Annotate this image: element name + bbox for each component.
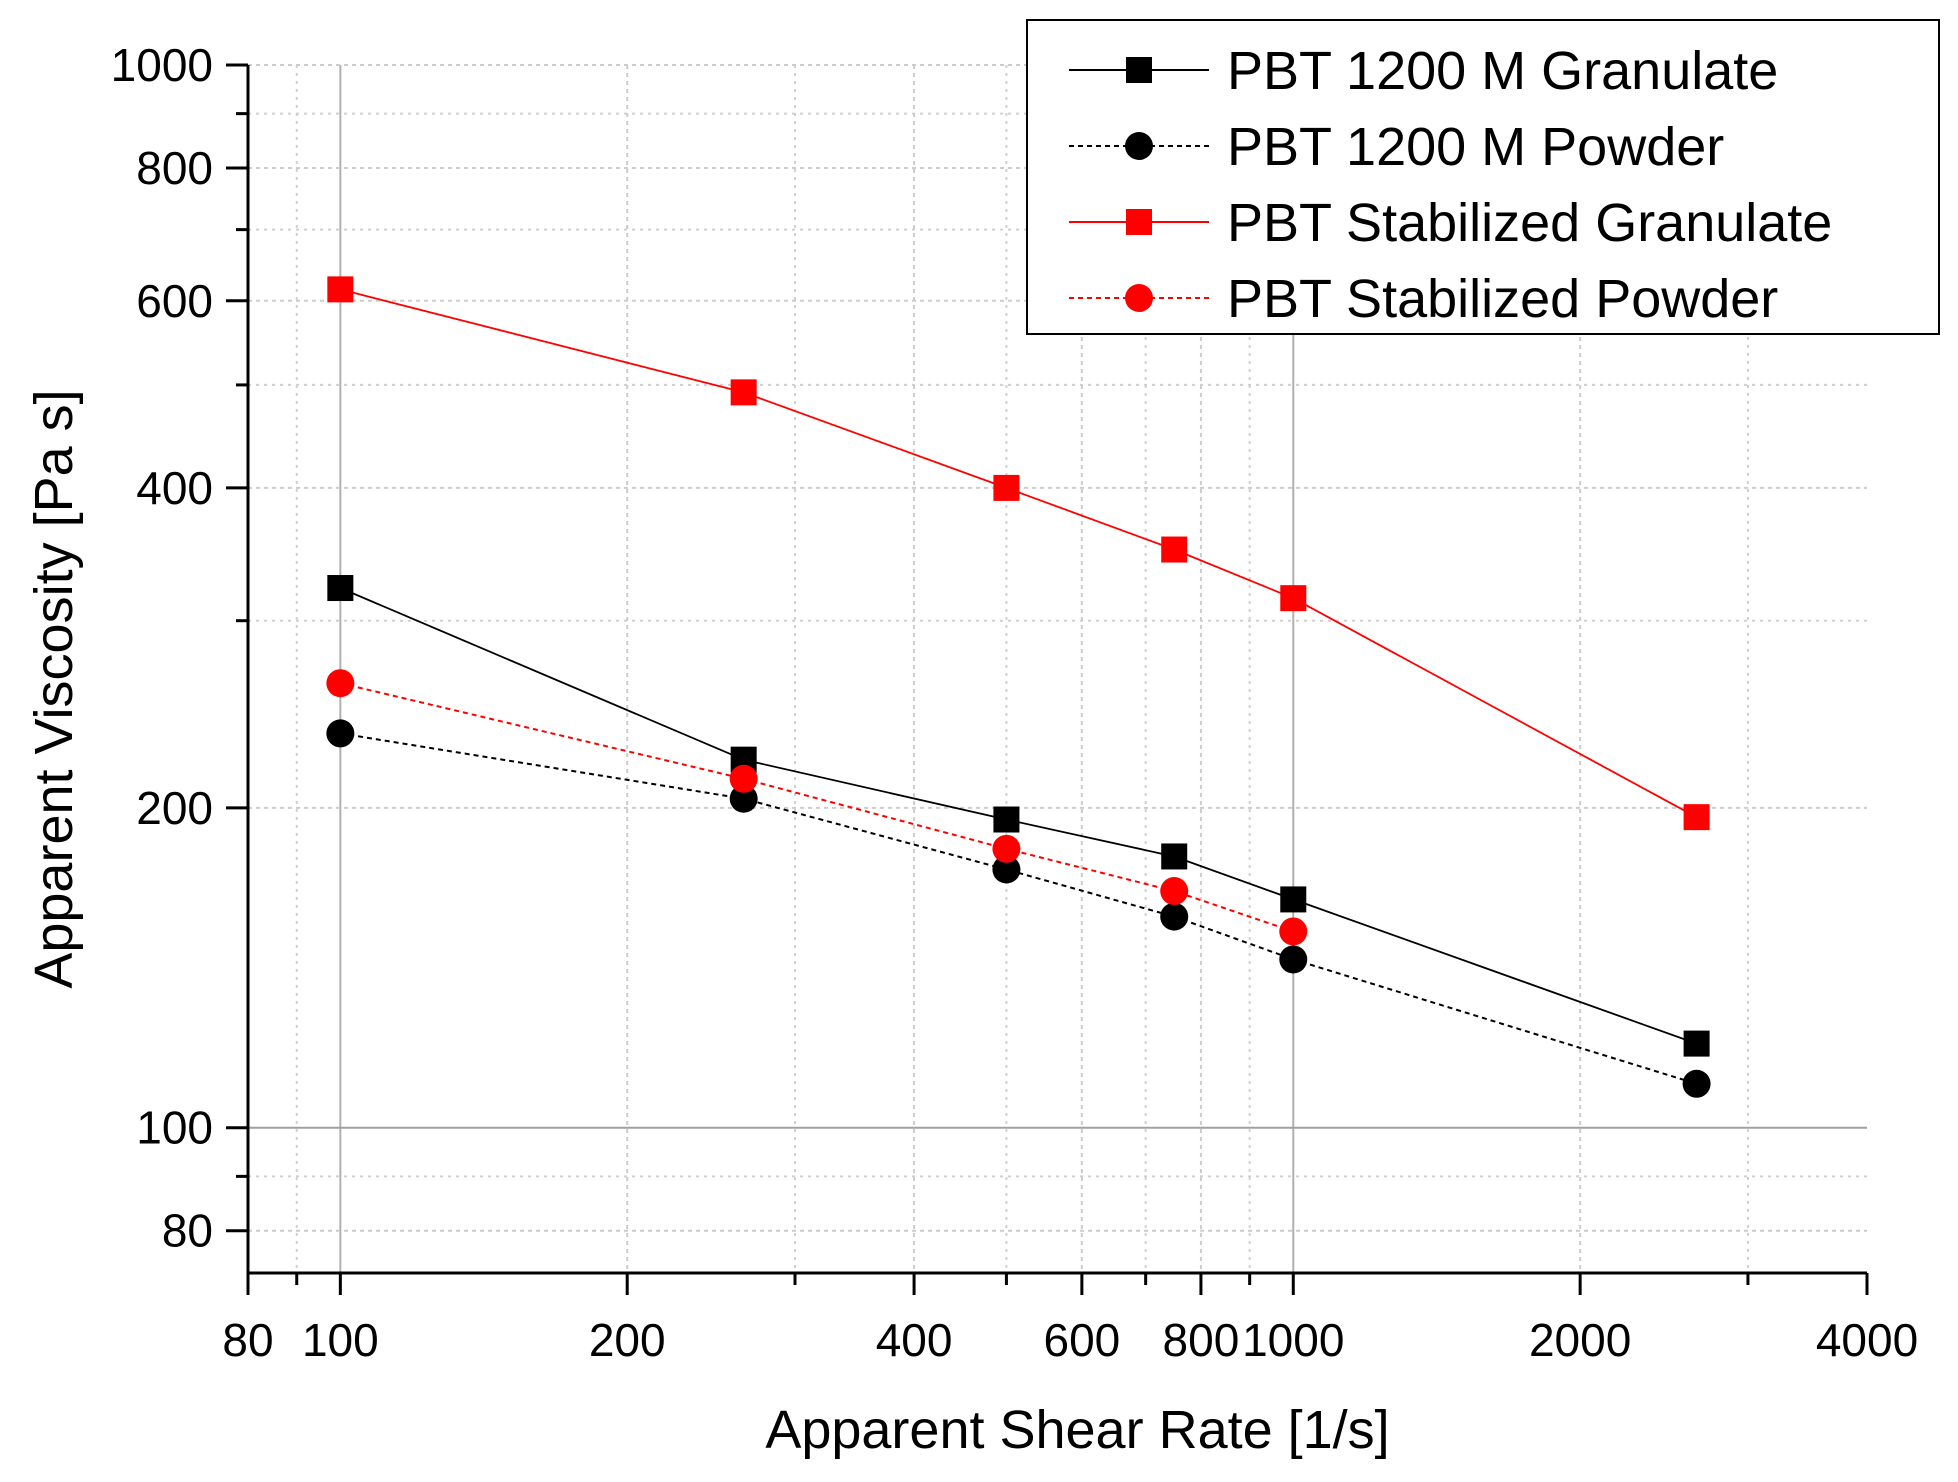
series-2	[326, 719, 1711, 1098]
data-point	[1683, 1030, 1710, 1057]
data-point	[1160, 902, 1189, 931]
y-tick-label: 80	[162, 1205, 213, 1257]
x-axis-title: Apparent Shear Rate [1/s]	[765, 1400, 1389, 1460]
data-point	[1161, 843, 1188, 870]
data-point	[326, 719, 355, 748]
data-point	[1683, 804, 1710, 831]
data-point	[992, 855, 1021, 884]
data-point	[1160, 877, 1189, 906]
data-point	[1279, 917, 1308, 946]
data-point	[730, 379, 757, 406]
x-tick-label: 100	[302, 1314, 379, 1366]
data-point	[992, 834, 1021, 863]
legend-marker	[1125, 132, 1153, 160]
series-3	[327, 276, 1710, 831]
axes: 80 100 200 400 600 800 1000 2000 400080100200400…	[24, 39, 1918, 1460]
x-tick-label: 400	[876, 1314, 953, 1366]
x-tick-label: 1000	[1242, 1314, 1344, 1366]
legend-label: PBT 1200 M Granulate	[1227, 41, 1778, 101]
x-tick-label: 2000	[1529, 1314, 1631, 1366]
y-tick-label: 100	[136, 1102, 213, 1154]
data-point	[327, 276, 354, 303]
x-tick-label: 600	[1043, 1314, 1120, 1366]
y-tick-label: 800	[136, 142, 213, 194]
legend-marker	[1125, 284, 1153, 312]
y-tick-label: 600	[136, 275, 213, 327]
legend-marker	[1126, 209, 1152, 235]
legend-label: PBT 1200 M Powder	[1227, 117, 1724, 177]
data-point	[993, 474, 1020, 501]
data-point	[1279, 945, 1308, 974]
y-tick-label: 400	[136, 462, 213, 514]
data-point	[1682, 1069, 1711, 1098]
y-tick-label: 200	[136, 782, 213, 834]
series-line	[339, 587, 1697, 1045]
data-point	[993, 806, 1020, 833]
x-tick-label: 4000	[1816, 1314, 1918, 1366]
data-point	[1161, 536, 1188, 563]
x-tick-label: 800	[1163, 1314, 1240, 1366]
data-point	[1280, 886, 1307, 913]
legend-label: PBT Stabilized Powder	[1227, 269, 1778, 329]
series-line	[340, 732, 1697, 1085]
legend-label: PBT Stabilized Granulate	[1227, 193, 1832, 253]
x-tick-label: 200	[589, 1314, 666, 1366]
series-4	[326, 669, 1308, 946]
legend: PBT 1200 M Granulate PBT 1200 M Powder PBT…	[1026, 19, 1940, 335]
y-tick-label: 1000	[111, 39, 213, 91]
series	[326, 276, 1711, 1098]
data-point	[326, 669, 355, 698]
x-tick-label: 80	[222, 1314, 273, 1366]
data-point	[729, 784, 758, 813]
data-point	[1280, 585, 1307, 612]
series-1	[327, 575, 1710, 1057]
legend-box	[1026, 19, 1940, 335]
y-axis-title: Apparent Viscosity [Pa s]	[24, 389, 84, 988]
series-line	[340, 288, 1698, 818]
legend-marker	[1126, 57, 1152, 83]
data-point	[327, 575, 354, 602]
data-point	[729, 764, 758, 793]
